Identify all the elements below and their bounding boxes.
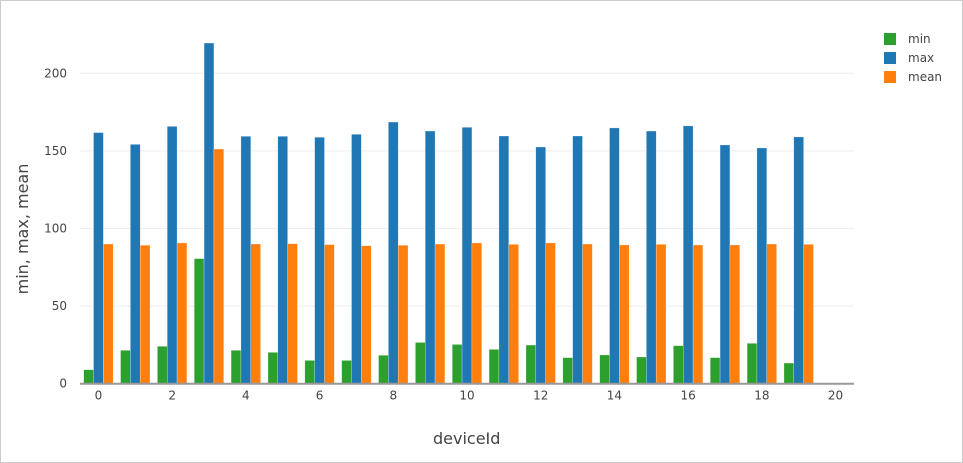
bar-max-2 [166, 126, 178, 384]
x-tick-labels: 0 2 4 6 8 10 12 14 16 18 20 [95, 389, 844, 403]
bar-min-9 [415, 342, 426, 384]
legend: min max mean [884, 32, 942, 84]
bar-max-6 [314, 136, 325, 384]
x-tick-label: 10 [459, 389, 474, 403]
x-tick-label: 4 [242, 389, 250, 403]
bar-mean-13 [582, 243, 593, 384]
x-axis-title: deviceId [433, 429, 500, 448]
legend-label-max: max [908, 51, 934, 65]
bar-mean-14 [619, 244, 630, 384]
legend-swatch-mean [884, 71, 896, 83]
bar-mean-0 [103, 243, 114, 384]
bar-min-13 [562, 357, 573, 384]
bar-max-14 [609, 127, 620, 384]
bar-mean-17 [729, 244, 740, 384]
bar-max-4 [240, 136, 252, 384]
bar-max-10 [461, 127, 473, 384]
bar-min-1 [120, 350, 131, 384]
bar-max-3 [203, 42, 215, 384]
bar-max-15 [646, 130, 657, 384]
bar-mean-19 [803, 244, 814, 384]
bar-min-2 [157, 346, 168, 384]
bar-min-6 [304, 360, 315, 384]
legend-swatch-max [884, 52, 896, 64]
bar-mean-9 [434, 243, 446, 384]
bar-mean-10 [471, 242, 482, 384]
bar-min-4 [230, 350, 242, 384]
bar-max-19 [793, 136, 804, 384]
bar-min-0 [83, 369, 94, 384]
bar-mean-5 [287, 243, 298, 384]
bar-mean-7 [361, 245, 372, 384]
bar-min-3 [194, 258, 205, 384]
bar-min-11 [488, 349, 500, 384]
y-tick-label: 0 [59, 377, 67, 391]
bar-max-9 [424, 130, 436, 384]
y-tick-labels: 0 50 100 150 200 [44, 66, 67, 390]
bar-min-14 [599, 354, 610, 384]
bar-mean-4 [250, 243, 261, 384]
bar-min-12 [525, 344, 537, 384]
x-tick-label: 14 [607, 389, 622, 403]
bar-min-18 [746, 343, 758, 384]
x-tick-label: 12 [533, 389, 548, 403]
bar-mean-8 [397, 245, 409, 384]
bar-min-7 [341, 360, 352, 384]
bar-min-19 [783, 362, 795, 384]
x-tick-label: 8 [389, 389, 397, 403]
x-tick-label: 6 [316, 389, 324, 403]
bar-min-16 [673, 345, 684, 384]
bar-max-16 [682, 125, 694, 384]
bars [83, 42, 814, 384]
bar-min-10 [452, 344, 463, 384]
bar-max-8 [388, 121, 399, 384]
x-tick-label: 16 [681, 389, 696, 403]
y-tick-label: 150 [44, 144, 67, 158]
bar-mean-12 [545, 242, 556, 384]
y-tick-label: 100 [44, 222, 67, 236]
x-tick-label: 20 [828, 389, 843, 403]
bar-mean-16 [692, 244, 704, 384]
bar-max-18 [756, 147, 768, 384]
bar-min-8 [378, 355, 389, 384]
bar-max-7 [351, 134, 362, 384]
x-tick-label: 0 [95, 389, 103, 403]
bar-max-11 [498, 135, 510, 384]
bar-max-5 [277, 136, 288, 384]
bar-min-5 [267, 352, 279, 384]
bar-mean-18 [766, 243, 777, 384]
y-axis-title: min, max, mean [13, 164, 32, 295]
bar-min-15 [636, 356, 647, 384]
bar-mean-3 [213, 148, 224, 384]
bar-max-12 [535, 146, 546, 384]
x-tick-label: 2 [168, 389, 176, 403]
bar-max-13 [572, 135, 583, 384]
y-tick-label: 200 [44, 66, 67, 80]
legend-swatch-min [884, 33, 896, 45]
bar-mean-6 [324, 244, 335, 384]
bar-min-17 [710, 357, 721, 384]
bar-max-17 [719, 144, 731, 384]
x-tick-label: 18 [754, 389, 769, 403]
legend-label-mean: mean [908, 70, 942, 84]
bar-max-0 [93, 132, 104, 384]
bar-mean-15 [655, 244, 667, 384]
bar-max-1 [130, 144, 141, 384]
bar-mean-2 [176, 242, 188, 384]
legend-label-min: min [908, 32, 931, 46]
bar-mean-1 [139, 245, 151, 384]
bar-mean-11 [508, 244, 519, 384]
y-tick-label: 50 [52, 299, 67, 313]
